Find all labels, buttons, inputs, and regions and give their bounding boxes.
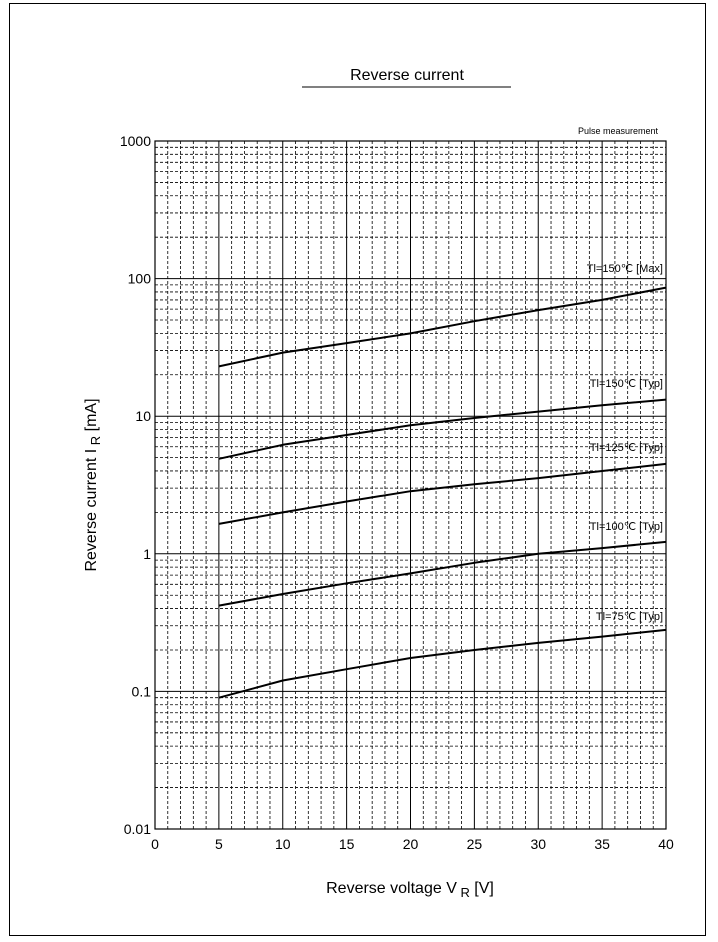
- x-tick-label: 40: [658, 836, 674, 852]
- y-tick-label: 1000: [120, 133, 151, 149]
- labels: Tl=150℃ [Max] Tl=150℃ [Typ] Tl=125℃ [Typ] T…: [83, 67, 674, 900]
- chart-title: Reverse current: [350, 67, 464, 84]
- series-label-2: Tl=150℃ [Typ]: [590, 378, 663, 390]
- x-tick-label: 35: [594, 836, 610, 852]
- y-axis-label: Reverse current I R [mA]: [83, 398, 103, 571]
- y-tick-label: 100: [128, 271, 152, 287]
- x-tick-label: 15: [339, 836, 355, 852]
- y-tick-label: 1: [143, 546, 151, 562]
- series-label-1: Tl=150℃ [Max]: [587, 263, 663, 275]
- series-line-5: [218, 628, 667, 699]
- y-tick-label: 0.01: [124, 821, 151, 837]
- y-tick-label: 10: [135, 408, 151, 424]
- x-tick-label: 5: [215, 836, 223, 852]
- y-tick-label: 0.1: [132, 683, 152, 699]
- x-tick-label: 25: [467, 836, 483, 852]
- series-line-1: [218, 286, 667, 368]
- plot-area-border: [154, 140, 667, 830]
- series-line-3: [218, 462, 667, 525]
- series-line-4: [218, 540, 667, 607]
- x-tick-label: 30: [530, 836, 546, 852]
- grid: [154, 140, 667, 830]
- x-tick-label: 10: [275, 836, 291, 852]
- series-label-3: Tl=125℃ [Typ]: [590, 442, 663, 454]
- x-tick-label: 0: [151, 836, 159, 852]
- series-lines: [218, 286, 667, 699]
- series-label-5: Tl=75℃ [Typ]: [596, 611, 663, 623]
- x-axis-label: Reverse voltage V R [V]: [326, 880, 494, 900]
- page-frame: [9, 3, 706, 936]
- x-tick-label: 20: [403, 836, 419, 852]
- series-line-2: [218, 398, 667, 460]
- pulse-measurement-note: Pulse measurement: [578, 126, 659, 136]
- series-label-4: Tl=100℃ [Typ]: [590, 521, 663, 533]
